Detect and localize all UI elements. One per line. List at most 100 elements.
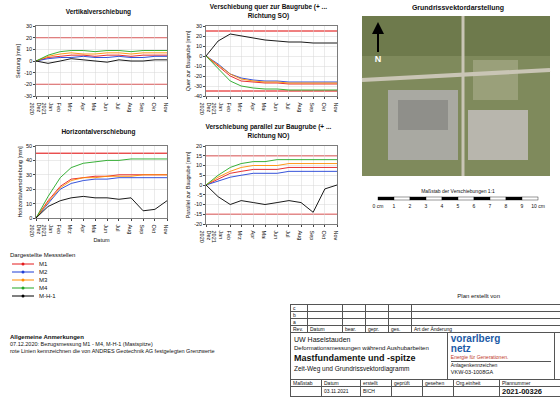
svg-text:Nov: Nov (333, 231, 339, 241)
svg-text:Setzung [mm]: Setzung [mm] (15, 44, 21, 78)
svg-text:Nov: Nov (163, 225, 169, 235)
svg-text:-40: -40 (194, 93, 202, 99)
svg-text:30: 30 (26, 23, 32, 29)
svg-text:Feb: Feb (226, 231, 232, 240)
svg-text:Maßstab der Verschiebungen 1:1: Maßstab der Verschiebungen 1:1 (421, 188, 495, 194)
svg-text:Jan2021: Jan2021 (211, 103, 224, 115)
svg-text:4: 4 (441, 203, 444, 209)
svg-text:0 cm: 0 cm (373, 203, 384, 209)
svg-text:Okt: Okt (321, 103, 327, 112)
svg-text:15: 15 (196, 153, 202, 159)
svg-text:Apr: Apr (80, 103, 86, 112)
svg-text:-20: -20 (194, 221, 202, 227)
svg-text:Jul: Jul (115, 225, 121, 232)
svg-text:-10: -10 (194, 201, 202, 207)
svg-text:Grundrissvektordarstellung: Grundrissvektordarstellung (412, 4, 504, 12)
svg-text:Mrz: Mrz (237, 103, 243, 112)
svg-text:Sep: Sep (309, 231, 315, 241)
svg-text:20: 20 (196, 33, 202, 39)
svg-text:-30: -30 (24, 93, 32, 99)
svg-text:Mrz: Mrz (67, 103, 73, 112)
svg-text:-30: -30 (194, 83, 202, 89)
svg-text:Mrz: Mrz (67, 225, 73, 234)
svg-text:Mai: Mai (91, 103, 97, 112)
svg-text:20: 20 (196, 143, 202, 149)
svg-text:10: 10 (196, 43, 202, 49)
svg-text:Sep: Sep (139, 225, 145, 235)
svg-text:Verschiebung parallel zur Baug: Verschiebung parallel zur Baugrube (+ ..… (205, 123, 331, 139)
svg-text:Jun: Jun (103, 103, 109, 112)
svg-text:3: 3 (425, 203, 428, 209)
svg-text:10 cm: 10 cm (531, 203, 545, 209)
svg-text:50: 50 (26, 143, 32, 149)
svg-text:9: 9 (521, 203, 524, 209)
svg-text:2: 2 (409, 203, 412, 209)
svg-text:Horizontalverschiebung: Horizontalverschiebung (61, 128, 135, 136)
svg-text:Parallel zur Baugrube [mm]: Parallel zur Baugrube [mm] (185, 151, 191, 218)
svg-text:30: 30 (196, 23, 202, 29)
svg-text:10: 10 (196, 162, 202, 168)
svg-text:Jan2021: Jan2021 (41, 225, 54, 237)
svg-text:10: 10 (26, 46, 32, 52)
svg-text:Nov: Nov (163, 103, 169, 113)
svg-text:Dez2020: Dez2020 (29, 225, 42, 237)
svg-text:7: 7 (489, 203, 492, 209)
svg-text:0: 0 (29, 215, 32, 221)
svg-text:Aug: Aug (297, 231, 303, 241)
svg-text:Dez2020: Dez2020 (29, 103, 42, 115)
svg-text:30: 30 (26, 172, 32, 178)
svg-text:20: 20 (26, 35, 32, 41)
svg-text:Okt: Okt (321, 231, 327, 240)
svg-text:-20: -20 (24, 81, 32, 87)
svg-text:Apr: Apr (80, 225, 86, 234)
svg-text:-5: -5 (197, 192, 202, 198)
svg-text:-15: -15 (194, 211, 202, 217)
svg-text:Verschiebung quer zur Baugrube: Verschiebung quer zur Baugrube (+ ...Ric… (210, 3, 327, 19)
svg-text:Jan2021: Jan2021 (211, 231, 224, 243)
svg-text:Nov: Nov (333, 103, 339, 113)
svg-text:0: 0 (199, 182, 202, 188)
svg-text:-10: -10 (24, 70, 32, 76)
svg-text:Okt: Okt (151, 225, 157, 234)
svg-text:Sep: Sep (139, 103, 145, 113)
svg-text:10: 10 (26, 201, 32, 207)
svg-text:6: 6 (473, 203, 476, 209)
svg-text:Mai: Mai (261, 231, 267, 240)
svg-text:Jun: Jun (273, 231, 279, 240)
svg-text:1: 1 (393, 203, 396, 209)
svg-text:5: 5 (199, 172, 202, 178)
svg-text:Feb: Feb (56, 225, 62, 234)
svg-text:Apr: Apr (250, 231, 256, 240)
svg-text:Mrz: Mrz (237, 231, 243, 240)
svg-text:Dez2020: Dez2020 (199, 103, 212, 115)
svg-text:5: 5 (457, 203, 460, 209)
svg-text:Jul: Jul (285, 103, 291, 110)
svg-text:-10: -10 (194, 63, 202, 69)
svg-text:Quer zur Baugrube [mm]: Quer zur Baugrube [mm] (185, 30, 191, 91)
svg-text:Jul: Jul (115, 103, 121, 110)
svg-text:Aug: Aug (297, 103, 303, 113)
svg-text:Jul: Jul (285, 231, 291, 238)
svg-text:-20: -20 (194, 73, 202, 79)
svg-text:8: 8 (505, 203, 508, 209)
svg-text:Jan2021: Jan2021 (41, 103, 54, 115)
svg-text:0: 0 (199, 53, 202, 59)
svg-text:Jun: Jun (273, 103, 279, 112)
svg-text:20: 20 (26, 186, 32, 192)
svg-text:Sep: Sep (309, 103, 315, 113)
svg-text:Aug: Aug (127, 103, 133, 113)
svg-text:Vertikalverschiebung: Vertikalverschiebung (66, 8, 131, 16)
svg-text:40: 40 (26, 157, 32, 163)
svg-text:0: 0 (29, 58, 32, 64)
svg-text:N: N (375, 54, 382, 64)
svg-text:Horizontalverschiebung [mm]: Horizontalverschiebung [mm] (17, 146, 23, 218)
svg-text:Apr: Apr (250, 103, 256, 112)
svg-text:Feb: Feb (226, 103, 232, 112)
svg-text:Aug: Aug (127, 225, 133, 235)
svg-text:Mai: Mai (91, 225, 97, 234)
svg-text:Jun: Jun (103, 225, 109, 234)
svg-text:Dez2020: Dez2020 (199, 231, 212, 243)
svg-text:Datum: Datum (93, 237, 110, 243)
svg-text:Feb: Feb (56, 103, 62, 112)
svg-text:Okt: Okt (151, 103, 157, 112)
